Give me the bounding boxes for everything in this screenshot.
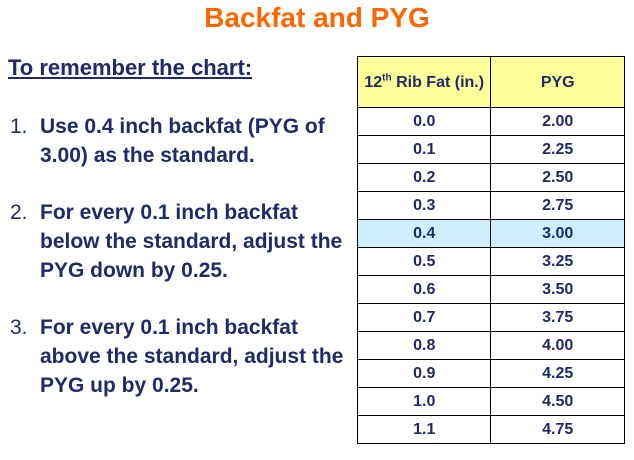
- cell-rib-fat: 0.2: [356, 163, 492, 192]
- cell-pyg: 3.25: [490, 247, 625, 276]
- cell-rib-fat: 0.3: [356, 191, 492, 220]
- cell-pyg: 2.00: [490, 107, 625, 136]
- header-rib-fat-label: Rib Fat (in.): [391, 73, 485, 91]
- header-rib-fat: 12th Rib Fat (in.): [356, 56, 492, 108]
- table-row: 0.8 4.00: [356, 331, 625, 360]
- step-number: 1.: [10, 115, 28, 138]
- table-row: 0.4 3.00: [356, 219, 625, 248]
- cell-rib-fat: 0.4: [356, 219, 492, 248]
- cell-pyg: 2.50: [490, 163, 625, 192]
- cell-rib-fat: 1.0: [356, 387, 492, 416]
- cell-pyg: 4.75: [490, 415, 625, 444]
- backfat-pyg-table: 12th Rib Fat (in.) PYG 0.0 2.00 0.1 2.25 0.2…: [356, 56, 625, 444]
- header-pyg: PYG: [490, 56, 625, 108]
- steps-list: 1. Use 0.4 inch backfat (PYG of 3.00) as…: [10, 112, 355, 428]
- cell-rib-fat: 1.1: [356, 415, 492, 444]
- step-item: 1. Use 0.4 inch backfat (PYG of 3.00) as…: [10, 112, 355, 170]
- step-item: 3. For every 0.1 inch backfat above the …: [10, 313, 355, 400]
- cell-rib-fat: 0.9: [356, 359, 492, 388]
- cell-pyg: 4.00: [490, 331, 625, 360]
- cell-pyg: 3.00: [490, 219, 625, 248]
- step-number: 2.: [10, 201, 28, 224]
- step-item: 2. For every 0.1 inch backfat below the …: [10, 198, 355, 285]
- page-title: Backfat and PYG: [204, 2, 430, 33]
- step-text: For every 0.1 inch backfat above the sta…: [40, 316, 344, 397]
- cell-rib-fat: 0.7: [356, 303, 492, 332]
- table-row: 1.1 4.75: [356, 415, 625, 444]
- table-row: 0.1 2.25: [356, 135, 625, 164]
- table-row: 0.6 3.50: [356, 275, 625, 304]
- cell-pyg: 3.50: [490, 275, 625, 304]
- cell-pyg: 4.25: [490, 359, 625, 388]
- table-row: 0.9 4.25: [356, 359, 625, 388]
- table-body: 0.0 2.00 0.1 2.25 0.2 2.50 0.3 2.75 0.4 3.00 0.5 3.…: [356, 107, 625, 444]
- table-header-row: 12th Rib Fat (in.) PYG: [356, 56, 625, 108]
- cell-pyg: 3.75: [490, 303, 625, 332]
- table-row: 0.0 2.00: [356, 107, 625, 136]
- table-row: 0.5 3.25: [356, 247, 625, 276]
- cell-rib-fat: 0.5: [356, 247, 492, 276]
- table-row: 1.0 4.50: [356, 387, 625, 416]
- section-heading: To remember the chart:: [8, 55, 253, 80]
- cell-rib-fat: 0.8: [356, 331, 492, 360]
- cell-pyg: 4.50: [490, 387, 625, 416]
- header-rib-fat-number: 12: [364, 73, 383, 91]
- cell-rib-fat: 0.6: [356, 275, 492, 304]
- table-row: 0.2 2.50: [356, 163, 625, 192]
- step-text: Use 0.4 inch backfat (PYG of 3.00) as th…: [40, 115, 325, 167]
- cell-pyg: 2.75: [490, 191, 625, 220]
- cell-rib-fat: 0.1: [356, 135, 492, 164]
- step-number: 3.: [10, 316, 28, 339]
- table-row: 0.7 3.75: [356, 303, 625, 332]
- table-row: 0.3 2.75: [356, 191, 625, 220]
- step-text: For every 0.1 inch backfat below the sta…: [40, 201, 343, 282]
- cell-rib-fat: 0.0: [356, 107, 492, 136]
- header-rib-fat-sup: th: [382, 72, 392, 84]
- backfat-table-container: 12th Rib Fat (in.) PYG 0.0 2.00 0.1 2.25 0.2…: [356, 56, 625, 444]
- cell-pyg: 2.25: [490, 135, 625, 164]
